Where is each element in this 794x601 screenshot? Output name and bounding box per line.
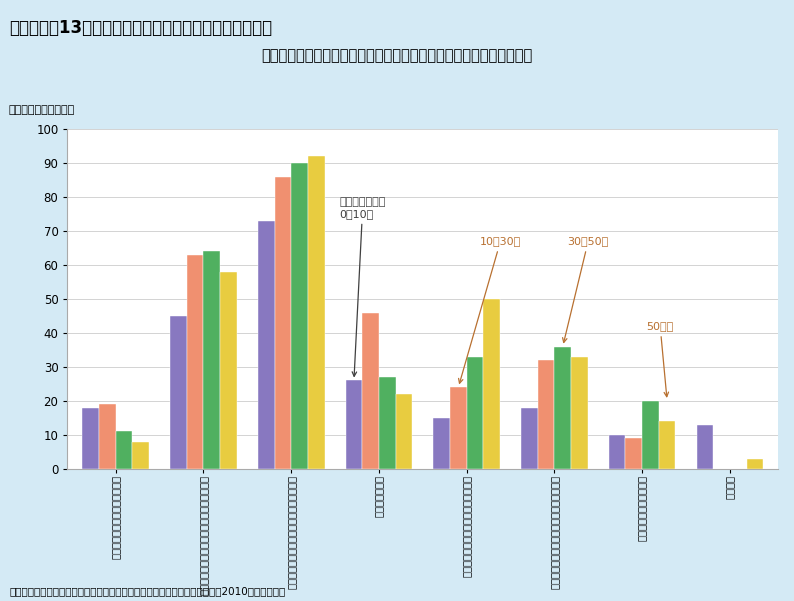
Bar — [187, 255, 203, 469]
Bar — [116, 432, 133, 469]
Bar — [99, 404, 116, 469]
Bar — [538, 360, 554, 469]
Bar — [258, 221, 275, 469]
Bar — [626, 438, 642, 469]
Text: 海外売上高比率
0～10％: 海外売上高比率 0～10％ — [340, 197, 386, 376]
Bar — [609, 435, 626, 469]
Text: （回答企楯割合、％）: （回答企楯割合、％） — [8, 105, 75, 115]
Bar — [554, 347, 571, 469]
Bar — [308, 156, 325, 469]
Text: 海外拠点の設立: 海外拠点の設立 — [374, 475, 384, 517]
Text: グローバル化を推進する人材の確保・育成: グローバル化を推進する人材の確保・育成 — [286, 475, 296, 589]
Text: 10～30％: 10～30％ — [459, 236, 521, 383]
Bar — [696, 425, 713, 469]
Bar — [395, 394, 412, 469]
Bar — [345, 380, 362, 469]
Text: 海外拠点との人材の交流: 海外拠点との人材の交流 — [637, 475, 647, 541]
Text: 50％～: 50％～ — [646, 321, 674, 397]
Bar — [220, 272, 237, 469]
Bar — [203, 251, 220, 469]
Bar — [467, 357, 484, 469]
Bar — [291, 163, 308, 469]
Bar — [434, 418, 450, 469]
Bar — [133, 442, 149, 469]
Bar — [170, 316, 187, 469]
Bar — [521, 407, 538, 469]
Text: 30～50％: 30～50％ — [563, 236, 609, 343]
Bar — [659, 421, 676, 469]
Text: 第３－２－13図　グローバル化の推進に当たっての課題: 第３－２－13図 グローバル化の推進に当たっての課題 — [10, 19, 272, 37]
Text: 海外売上高比率が高まるとグローバル化対応の人材確保が一層重要に: 海外売上高比率が高まるとグローバル化対応の人材確保が一層重要に — [261, 48, 533, 63]
Bar — [571, 357, 588, 469]
Text: グローバルでの経営理念・ビジョンの徹底: グローバルでの経営理念・ビジョンの徹底 — [549, 475, 560, 589]
Text: グローバルでの仕組み・制度の一本化: グローバルでの仕組み・制度の一本化 — [461, 475, 472, 577]
Text: （備考）公益社団法人　経済同友会「企楯経営に関するアンケート調査」（2010年）による。: （備考）公益社団法人 経済同友会「企楯経営に関するアンケート調査」（2010年）… — [10, 586, 286, 596]
Bar — [450, 387, 467, 469]
Text: 既にある製品・サービスの輸出: 既にある製品・サービスの輸出 — [110, 475, 121, 559]
Bar — [484, 299, 500, 469]
Bar — [83, 407, 99, 469]
Bar — [362, 313, 379, 469]
Bar — [642, 401, 659, 469]
Bar — [275, 177, 291, 469]
Text: グローバルに通用する製品・サービスの創出: グローバルに通用する製品・サービスの創出 — [198, 475, 209, 595]
Bar — [746, 459, 763, 469]
Bar — [379, 377, 395, 469]
Text: 特にない: 特にない — [725, 475, 735, 499]
